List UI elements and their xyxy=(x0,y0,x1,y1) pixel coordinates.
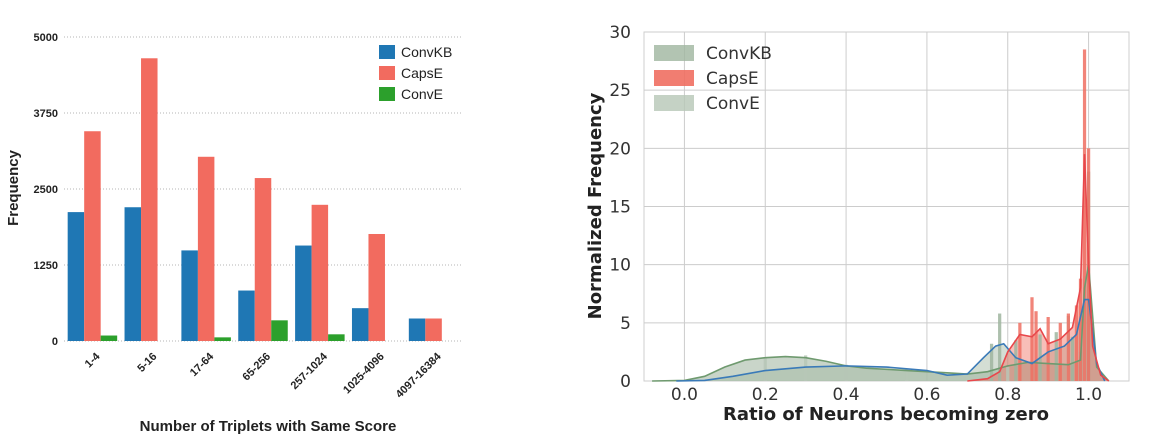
left-bar-chart: 0 1250 2500 3750 5000 1-4 5-16 17-64 65-256 257-… xyxy=(5,32,462,435)
right-x-tick-label: 0.0 xyxy=(671,385,698,405)
hist-bar-convkb xyxy=(1054,332,1058,381)
left-y-tick-label: 5000 xyxy=(34,32,58,44)
right-density-curves xyxy=(652,154,1110,382)
density-curve-capse xyxy=(967,154,1110,382)
right-y-tick-label: 20 xyxy=(609,139,631,159)
bar-convkb-17-64 xyxy=(181,250,198,341)
bar-convkb-1-4 xyxy=(67,212,85,341)
right-y-tick-label: 10 xyxy=(609,256,631,276)
hist-bar-capse xyxy=(1066,313,1070,381)
right-x-tick-label: 0.4 xyxy=(833,385,860,405)
bar-capse-1025-4096 xyxy=(368,233,385,341)
right-y-tick-labels: 0 5 10 15 20 25 30 xyxy=(609,23,631,392)
right-y-tick-label: 5 xyxy=(620,314,631,334)
right-x-tick-label: 1.0 xyxy=(1075,385,1102,405)
bar-convkb-257-1024 xyxy=(295,245,312,341)
left-x-tick-label: 257-1024 xyxy=(289,350,331,392)
legend-label-convkb: ConvKB xyxy=(706,44,772,64)
left-x-tick-label: 5-16 xyxy=(135,351,159,375)
hist-bar-capse xyxy=(1074,305,1079,381)
hist-bar-convkb xyxy=(998,313,1002,381)
legend-label-conve: ConvE xyxy=(401,86,443,102)
right-legend: ConvKB CapsE ConvE xyxy=(654,44,772,114)
right-histogram-chart: 0 5 10 15 20 25 30 0.0 0.2 0.4 0.6 0.8 1.0 ConvKB Ca… xyxy=(585,23,1130,425)
bar-capse-1-4 xyxy=(84,131,101,341)
density-area-convkb xyxy=(676,299,1105,381)
legend-label-capse: CapsE xyxy=(706,69,759,89)
right-y-tick-label: 25 xyxy=(609,81,631,101)
legend-swatch-convkb xyxy=(654,45,694,61)
left-y-tick-label: 3750 xyxy=(34,108,58,120)
bar-convkb-5-16 xyxy=(124,207,142,341)
left-y-tick-label: 0 xyxy=(52,336,58,348)
hist-bar-capse xyxy=(1030,297,1034,381)
bar-conve-257-1024 xyxy=(328,334,345,341)
hist-bar-convkb xyxy=(1070,336,1075,381)
right-y-tick-label: 30 xyxy=(609,23,631,43)
hist-bar-capse xyxy=(1018,322,1022,381)
hist-bar-conve xyxy=(1006,367,1010,381)
bar-capse-5-16 xyxy=(141,58,158,341)
right-x-tick-label: 0.2 xyxy=(752,385,779,405)
hist-bar-convkb xyxy=(989,343,994,381)
bar-conve-1-4 xyxy=(100,335,118,341)
left-x-tick-label: 17-64 xyxy=(188,350,217,379)
legend-swatch-convkb xyxy=(379,45,395,59)
hist-bar-convkb xyxy=(1014,340,1018,381)
right-y-axis-label: Normalized Frequency xyxy=(585,92,606,319)
right-y-tick-label: 0 xyxy=(620,372,631,392)
bar-capse-65-256 xyxy=(254,178,272,341)
hist-bar-capse xyxy=(1058,322,1062,381)
left-y-axis-label: Frequency xyxy=(5,149,22,226)
density-curve-conve xyxy=(652,264,1110,382)
right-x-axis-label: Ratio of Neurons becoming zero xyxy=(723,404,1049,425)
hist-bar-conve xyxy=(763,357,767,381)
hist-bar-capse xyxy=(1078,278,1083,381)
legend-swatch-capse xyxy=(379,66,395,80)
left-y-tick-labels: 0 1250 2500 3750 5000 xyxy=(34,32,58,348)
left-x-tick-label: 1-4 xyxy=(83,350,103,370)
legend-swatch-conve xyxy=(654,95,694,111)
legend-swatch-capse xyxy=(654,70,694,86)
bar-capse-257-1024 xyxy=(311,204,329,341)
left-x-axis-label: Number of Triplets with Same Score xyxy=(140,418,397,435)
legend-label-conve: ConvE xyxy=(706,94,760,114)
right-x-tick-label: 0.8 xyxy=(994,385,1021,405)
bar-convkb-65-256 xyxy=(238,290,255,341)
right-x-tick-labels: 0.0 0.2 0.4 0.6 0.8 1.0 xyxy=(671,385,1102,405)
density-area-conve xyxy=(652,264,1109,381)
left-y-tick-label: 2500 xyxy=(34,184,58,196)
left-x-tick-label: 4097-16384 xyxy=(394,350,445,401)
left-bars xyxy=(67,58,442,341)
hist-bar-conve xyxy=(965,372,969,381)
hist-bar-conve xyxy=(905,369,909,381)
right-gridlines xyxy=(644,31,1129,382)
hist-bar-conve xyxy=(844,364,848,381)
left-x-tick-label: 1025-4096 xyxy=(341,351,387,397)
hist-bar-capse xyxy=(1034,311,1038,381)
left-x-tick-label: 65-256 xyxy=(240,351,273,384)
hist-bar-capse xyxy=(1082,49,1087,381)
left-x-tick-labels: 1-4 5-16 17-64 65-256 257-1024 1025-4096 4097-… xyxy=(83,350,444,401)
bar-conve-17-64 xyxy=(214,337,231,341)
right-y-tick-label: 15 xyxy=(609,198,631,218)
left-legend: ConvKB CapsE ConvE xyxy=(379,44,452,102)
bar-convkb-4097-16384 xyxy=(408,318,426,341)
bar-convkb-1025-4096 xyxy=(351,308,369,341)
left-y-tick-label: 1250 xyxy=(34,260,58,272)
density-curve-convkb xyxy=(676,298,1106,382)
legend-label-convkb: ConvKB xyxy=(401,44,452,60)
legend-swatch-conve xyxy=(379,87,395,101)
hist-bar-capse xyxy=(1046,317,1050,381)
bar-conve-65-256 xyxy=(271,320,288,341)
bar-capse-17-64 xyxy=(197,156,215,341)
legend-label-capse: CapsE xyxy=(401,65,443,81)
right-x-tick-label: 0.6 xyxy=(913,385,940,405)
hist-bar-conve xyxy=(804,355,808,381)
bar-capse-4097-16384 xyxy=(425,318,442,341)
